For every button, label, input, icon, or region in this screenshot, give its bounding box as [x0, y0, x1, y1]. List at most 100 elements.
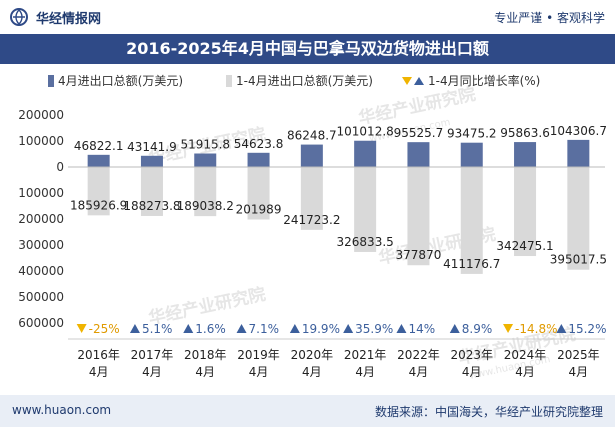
- bar-ytd: [300, 167, 323, 230]
- data-label-april: 51915.8: [180, 138, 230, 152]
- x-tick-label-month: 4月: [409, 365, 429, 379]
- bar-april: [514, 142, 537, 167]
- bar-april: [460, 142, 483, 167]
- brand-name: 华经情报网: [36, 12, 102, 27]
- bar-april: [87, 154, 110, 167]
- growth-up-marker: [343, 324, 354, 333]
- data-labels: 46822.1 185926.9 43141.9 188273.8 51915.8 189…: [70, 124, 607, 271]
- growth-down-marker: [76, 324, 87, 333]
- growth-label: 8.9%: [462, 322, 493, 336]
- data-label-ytd: 395017.5: [550, 253, 607, 267]
- y-tick-label: 400000: [18, 264, 64, 278]
- data-label-april: 93475.2: [447, 127, 497, 141]
- y-tick-label: 200000: [18, 212, 64, 226]
- x-tick-label-month: 4月: [302, 365, 322, 379]
- bar-april: [407, 142, 430, 167]
- x-tick-label-month: 4月: [569, 365, 589, 379]
- data-label-ytd: 201989: [236, 203, 282, 217]
- growth-label: 5.1%: [142, 322, 173, 336]
- growth-up-marker: [449, 324, 460, 333]
- legend-label-growth: 1-4月同比增长率(%): [428, 73, 540, 88]
- growth-label: 35.9%: [355, 322, 393, 336]
- growth-label: -14.8%: [515, 322, 557, 336]
- x-tick-label-year: 2025年: [557, 348, 600, 362]
- bar-ytd: [514, 167, 537, 257]
- growth-up-marker: [129, 324, 140, 333]
- legend-marker-growth-up: [414, 77, 424, 85]
- bar-ytd: [247, 167, 270, 220]
- legend: 4月进出口总额(万美元) 1-4月进出口总额(万美元) 1-4月同比增长率(%): [48, 73, 540, 88]
- x-tick-label-month: 4月: [89, 365, 109, 379]
- top-bar: 华经情报网 专业严谨 • 客观科学: [0, 0, 615, 34]
- data-label-april: 95525.7: [394, 126, 444, 140]
- growth-up-marker: [396, 324, 407, 333]
- bar-ytd: [354, 167, 377, 252]
- x-tick-label-month: 4月: [515, 365, 535, 379]
- x-tick-label-month: 4月: [462, 365, 482, 379]
- x-tick-label-year: 2021年: [344, 348, 387, 362]
- growth-label: 14%: [408, 322, 435, 336]
- y-tick-label: 100000: [18, 134, 64, 148]
- y-tick-label: 600000: [18, 316, 64, 330]
- y-tick-label: 100000: [18, 186, 64, 200]
- growth-row: -25% 5.1% 1.6% 7.1% 19.9% 35.9% 14% 8.9% -14.8% 1…: [76, 322, 606, 336]
- growth-label: 1.6%: [195, 322, 226, 336]
- data-label-ytd: 189038.2: [177, 199, 234, 213]
- x-tick-label-year: 2018年: [184, 348, 227, 362]
- growth-label: -25%: [89, 322, 120, 336]
- growth-up-marker: [183, 324, 194, 333]
- bar-april: [140, 155, 163, 167]
- growth-up-marker: [289, 324, 300, 333]
- data-label-ytd: 185926.9: [70, 198, 127, 212]
- growth-label: 15.2%: [568, 322, 606, 336]
- growth-down-marker: [503, 324, 514, 333]
- bar-ytd: [460, 167, 483, 274]
- growth-label: 7.1%: [249, 322, 279, 336]
- data-label-april: 104306.7: [550, 124, 607, 138]
- x-tick-label-month: 4月: [355, 365, 375, 379]
- growth-up-marker: [556, 324, 567, 333]
- data-label-april: 101012.8: [337, 125, 394, 139]
- growth-up-marker: [236, 324, 247, 333]
- bar-april: [300, 144, 323, 167]
- x-tick-label-year: 2019年: [237, 348, 280, 362]
- watermark-text: 华经产业研究院: [357, 84, 478, 129]
- chart-area: 华经产业研究院华经产业研究院华经产业研究院华经产业研究院华经产业研究院www.h…: [18, 73, 607, 382]
- x-tick-label-month: 4月: [195, 365, 215, 379]
- bar-ytd: [407, 167, 430, 266]
- x-tick-label-month: 4月: [142, 365, 162, 379]
- bar-april: [354, 140, 377, 167]
- legend-label-april: 4月进出口总额(万美元): [58, 74, 183, 88]
- chart-title: 2016-2025年4月中国与巴拿马双边货物进出口额: [0, 34, 615, 64]
- footer-source: 数据来源：中国海关，华经产业研究院整理: [374, 405, 603, 419]
- x-tick-label-year: 2023年: [450, 348, 493, 362]
- data-label-april: 95863.6: [500, 126, 550, 140]
- x-tick-label-month: 4月: [249, 365, 269, 379]
- data-label-april: 46822.1: [74, 139, 124, 153]
- legend-marker-growth-down: [402, 77, 412, 85]
- y-tick-label: 200000: [18, 108, 64, 122]
- bar-ytd: [194, 167, 217, 217]
- data-label-ytd: 411176.7: [443, 257, 500, 271]
- bars: [87, 139, 590, 274]
- data-label-april: 54623.8: [234, 137, 284, 151]
- legend-swatch-april: [48, 75, 54, 87]
- bar-april: [194, 153, 217, 167]
- x-tick-label-year: 2016年: [77, 348, 120, 362]
- globe-logo-icon: [10, 8, 28, 26]
- bar-ytd: [140, 167, 163, 216]
- x-tick-label-year: 2020年: [291, 348, 334, 362]
- legend-swatch-ytd: [226, 75, 232, 87]
- bar-april: [567, 139, 590, 167]
- x-tick-label-year: 2024年: [504, 348, 547, 362]
- data-label-april: 86248.7: [287, 129, 337, 143]
- data-label-ytd: 342475.1: [496, 239, 553, 253]
- x-tick-label-year: 2017年: [131, 348, 174, 362]
- growth-label: 19.9%: [302, 322, 340, 336]
- legend-label-ytd: 1-4月进出口总额(万美元): [236, 74, 373, 88]
- data-label-ytd: 241723.2: [283, 213, 340, 227]
- bar-ytd: [567, 167, 590, 270]
- data-label-april: 43141.9: [127, 140, 177, 154]
- footer: www.huaon.com 数据来源：中国海关，华经产业研究院整理: [0, 395, 615, 427]
- x-axis: 2016年 4月 2017年 4月 2018年 4月 2019年 4月 2020年 4月 2021年…: [68, 166, 605, 379]
